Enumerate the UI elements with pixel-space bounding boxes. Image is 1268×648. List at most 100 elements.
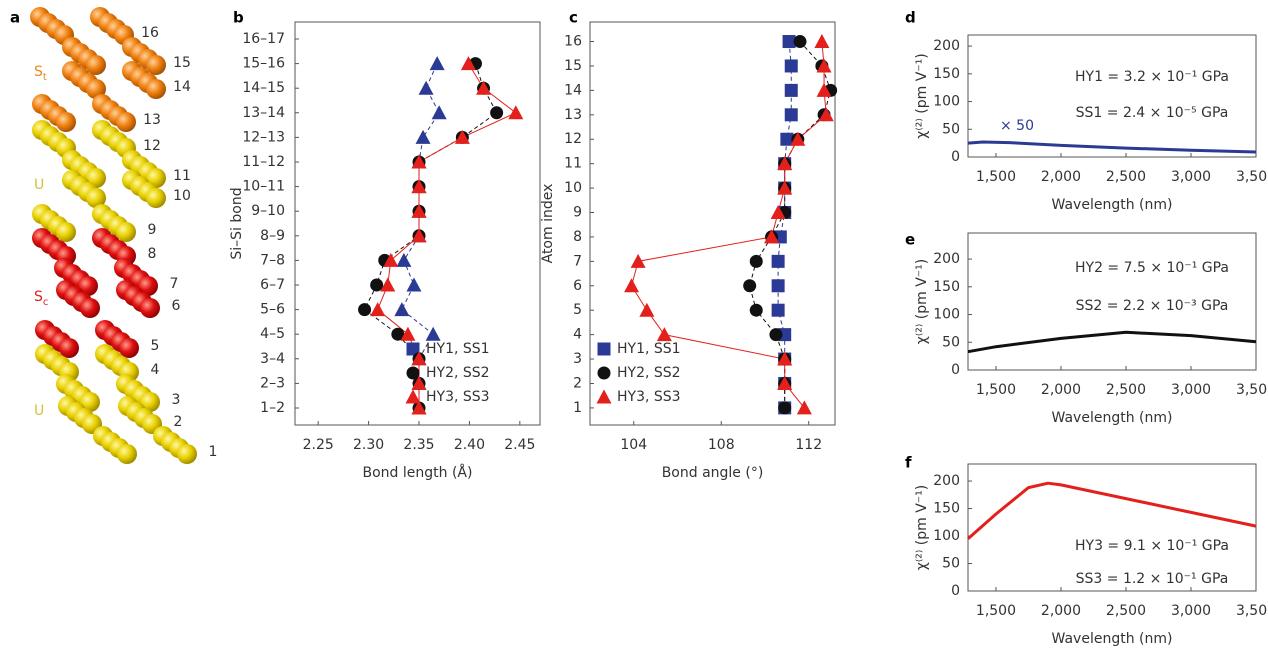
atom — [117, 444, 137, 464]
x-axis-label: Wavelength (nm) — [1052, 631, 1173, 647]
marker — [411, 203, 427, 218]
marker — [764, 229, 780, 244]
marker — [749, 254, 763, 268]
marker — [780, 132, 794, 146]
atom — [177, 444, 197, 464]
marker — [396, 252, 412, 267]
marker — [816, 82, 832, 97]
atom — [116, 112, 136, 132]
layer-sub: c — [43, 297, 49, 308]
marker — [431, 105, 447, 120]
marker — [816, 58, 832, 73]
atom-label: 4 — [151, 362, 160, 378]
marker — [476, 80, 492, 95]
x-tick-label: 104 — [620, 437, 647, 453]
plot-frame — [294, 21, 541, 426]
y-tick-label: 150 — [933, 279, 960, 295]
x-tick-label: 1,500 — [976, 382, 1016, 398]
plot-frame — [589, 21, 836, 426]
y-tick-label: 50 — [942, 121, 960, 137]
y-tick-label: 14 — [564, 82, 582, 98]
marker — [771, 279, 785, 293]
marker — [777, 375, 793, 390]
panel-letter: e — [905, 231, 915, 249]
atom-label: 16 — [141, 25, 159, 41]
atom — [80, 298, 100, 318]
x-tick-label: 112 — [795, 437, 822, 453]
x-axis-label: Wavelength (nm) — [1052, 197, 1173, 213]
marker — [394, 302, 410, 317]
panel-letter: a — [10, 9, 20, 27]
y-tick-label: 7–8 — [260, 252, 285, 268]
y-axis-label: χ⁽²⁾ (pm V⁻¹) — [914, 259, 930, 345]
marker — [777, 180, 793, 195]
marker — [771, 254, 785, 268]
marker — [508, 105, 524, 120]
annotation: HY1 = 3.2 × 10⁻¹ GPa — [1075, 69, 1229, 85]
marker — [814, 34, 830, 49]
panel-letter: d — [905, 9, 916, 27]
x-tick-label: 3,000 — [1171, 382, 1211, 398]
series-line — [967, 140, 1257, 154]
y-tick-label: 8 — [573, 229, 582, 245]
layer-label: U — [34, 403, 44, 419]
x-tick-label: 2.40 — [454, 437, 485, 453]
marker — [784, 59, 798, 73]
panel-letter: b — [233, 9, 244, 27]
y-tick-label: 9 — [573, 205, 582, 221]
legend-marker — [406, 342, 420, 356]
atom-label: 5 — [151, 338, 160, 354]
atom-label: 10 — [173, 188, 191, 204]
marker — [370, 278, 384, 292]
legend-label: HY2, SS2 — [426, 365, 490, 381]
marker — [630, 253, 646, 268]
marker — [415, 129, 431, 144]
y-tick-label: 9–10 — [251, 203, 285, 219]
panel-letter: f — [905, 454, 912, 472]
marker — [778, 401, 792, 415]
y-tick-label: 100 — [933, 94, 960, 110]
y-tick-label: 13–14 — [242, 105, 285, 121]
y-tick-label: 12 — [564, 131, 582, 147]
y-tick-label: 10–11 — [242, 179, 285, 195]
x-tick-label: 3,500 — [1236, 169, 1268, 185]
marker — [784, 108, 798, 122]
atom — [80, 392, 100, 412]
y-tick-label: 200 — [933, 473, 960, 489]
y-tick-label: 5–6 — [260, 302, 285, 318]
atom — [56, 112, 76, 132]
plot-frame — [967, 463, 1257, 592]
atom — [146, 188, 166, 208]
legend-label: HY3, SS3 — [426, 389, 490, 405]
y-tick-label: 0 — [951, 583, 960, 599]
legend-marker — [405, 389, 421, 404]
y-tick-label: 5 — [573, 302, 582, 318]
series-line — [631, 41, 827, 409]
y-tick-label: 3 — [573, 351, 582, 367]
legend-marker — [596, 389, 612, 404]
marker — [411, 228, 427, 243]
y-tick-label: 8–9 — [260, 228, 285, 244]
marker — [771, 303, 785, 317]
x-tick-label: 2,000 — [1041, 603, 1081, 619]
marker — [429, 56, 445, 71]
x-axis-label: Wavelength (nm) — [1052, 410, 1173, 426]
atom-label: 1 — [209, 444, 218, 460]
series-line — [401, 63, 440, 408]
y-tick-label: 15–16 — [242, 56, 285, 72]
atom — [140, 298, 160, 318]
marker — [370, 302, 386, 317]
marker — [358, 303, 372, 317]
x-tick-label: 2.35 — [403, 437, 434, 453]
layer-text: U — [34, 403, 44, 419]
x-tick-label: 3,500 — [1236, 603, 1268, 619]
y-tick-label: 7 — [573, 253, 582, 269]
y-tick-label: 15 — [564, 58, 582, 74]
atom — [86, 55, 106, 75]
y-tick-label: 12–13 — [242, 129, 285, 145]
atom — [138, 276, 158, 296]
marker — [400, 326, 416, 341]
plot-frame — [967, 232, 1257, 371]
marker — [743, 279, 757, 293]
layer-label: Sc — [34, 289, 48, 308]
